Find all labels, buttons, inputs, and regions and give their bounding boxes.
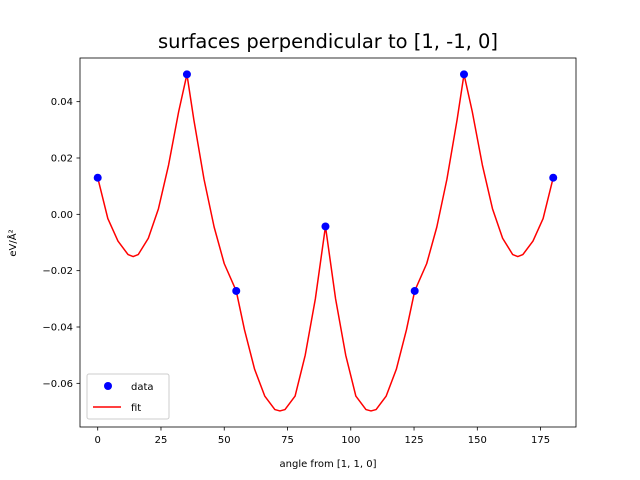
legend-marker-data [104, 382, 112, 390]
data-point [549, 173, 558, 182]
legend-box [86, 373, 170, 420]
data-point [93, 173, 102, 182]
chart-title: surfaces perpendicular to [1, -1, 0] [158, 30, 498, 53]
y-tick-label: 0.02 [51, 153, 73, 164]
x-tick-label: 50 [218, 435, 231, 446]
y-tick-label: −0.06 [42, 379, 73, 390]
x-tick-label: 175 [531, 435, 550, 446]
data-point [410, 286, 419, 295]
y-tick-label: −0.04 [42, 323, 73, 334]
data-point [459, 70, 468, 79]
legend-label-fit: fit [131, 403, 141, 414]
y-axis-label: eV/Å² [6, 229, 19, 256]
plot-frame [79, 57, 577, 428]
x-axis: 0 25 50 75 100 125 150 175 [95, 427, 550, 446]
y-tick-label: 0.04 [51, 97, 73, 108]
x-tick-label: 150 [468, 435, 487, 446]
x-tick-label: 0 [95, 435, 101, 446]
data-point [321, 222, 330, 231]
legend-label-data: data [131, 382, 154, 393]
y-axis: −0.06 −0.04 −0.02 0.00 0.02 0.04 [42, 97, 80, 390]
data-series-layer [93, 70, 558, 295]
x-axis-label: angle from [1, 1, 0] [280, 459, 377, 470]
x-tick-label: 75 [281, 435, 294, 446]
x-tick-label: 125 [404, 435, 423, 446]
x-tick-label: 25 [155, 435, 168, 446]
data-point [232, 286, 241, 295]
y-tick-label: 0.00 [51, 210, 73, 221]
data-point [182, 70, 191, 79]
x-tick-label: 100 [341, 435, 360, 446]
legend: data fit [86, 373, 170, 420]
y-tick-label: −0.02 [42, 266, 73, 277]
plot-area [79, 57, 577, 428]
